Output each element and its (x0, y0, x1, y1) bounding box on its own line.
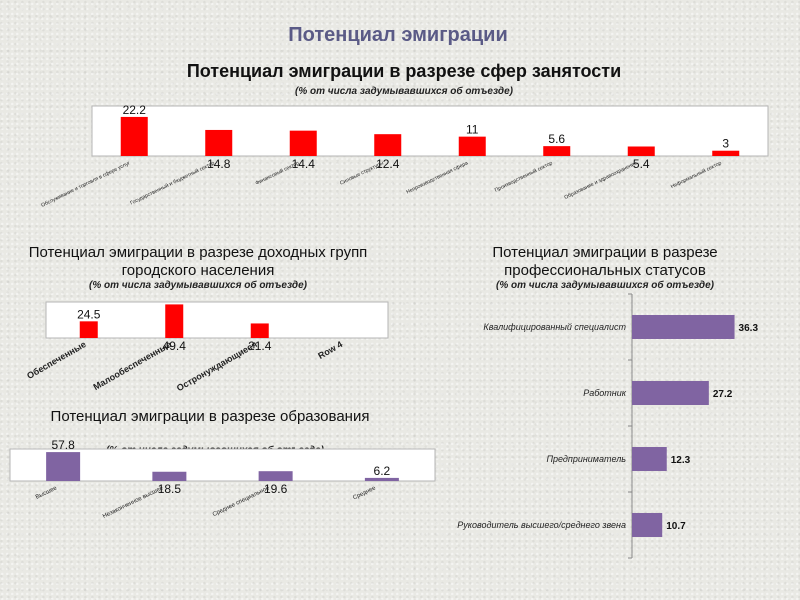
status-category-label: Квалифицированный специалист (483, 322, 626, 332)
sphere-data-label: 5.4 (633, 157, 650, 171)
education-bar (364, 477, 399, 481)
status-data-label: 36.3 (739, 323, 759, 334)
chart-income-title: Потенциал эмиграции в разрезе доходных г… (28, 244, 368, 279)
status-category-label: Руководитель высшего/среднего звена (457, 520, 626, 530)
sphere-data-label: 22.2 (123, 103, 147, 117)
chart-status-subtitle: (% от числа задумывавшихся об отъезде) (496, 280, 714, 291)
sphere-bar (120, 116, 148, 156)
income-data-label: 21.4 (248, 339, 272, 353)
status-bar (632, 513, 663, 537)
income-data-label: 24.5 (77, 307, 101, 321)
education-bar (152, 471, 187, 481)
sphere-bar (627, 146, 655, 156)
sphere-bar (712, 150, 740, 156)
sphere-data-label: 14.4 (292, 157, 316, 171)
education-plot-area (9, 448, 436, 482)
status-bar (632, 381, 709, 405)
status-data-label: 10.7 (666, 521, 686, 532)
status-data-label: 27.2 (713, 389, 733, 400)
income-bar (250, 323, 269, 338)
sphere-bar (205, 129, 233, 156)
sphere-data-label: 11 (466, 123, 479, 137)
status-category-label: Работник (583, 388, 627, 398)
chart-sphere-title: Потенциал эмиграции в разрезе сфер занят… (186, 61, 622, 81)
sphere-bar (289, 130, 317, 156)
education-data-label: 6.2 (374, 464, 391, 478)
income-data-label: 49.4 (163, 339, 187, 353)
sphere-data-label: 12.4 (376, 157, 400, 171)
chart-education-title: Потенциал эмиграции в разрезе образовани… (50, 408, 370, 425)
status-category-label: Предприниматель (546, 454, 626, 464)
chart-sphere-subtitle: (% от числа задумывавшихся об отъезде) (295, 86, 513, 97)
chart-income-subtitle: (% от числа задумывавшихся об отъезде) (89, 280, 307, 291)
sphere-bar (543, 146, 571, 156)
education-data-label: 18.5 (158, 482, 182, 496)
sphere-bar (458, 136, 486, 156)
status-bar (632, 447, 667, 471)
sphere-data-label: 3 (722, 137, 729, 151)
page-title: Потенциал эмиграции (288, 24, 508, 46)
sphere-data-label: 14.8 (207, 157, 231, 171)
chart-status-title: Потенциал эмиграции в разрезе профессион… (492, 244, 718, 279)
income-bar (79, 321, 98, 338)
sphere-data-label: 5.6 (548, 132, 565, 146)
income-bar (165, 304, 184, 338)
sphere-plot-area (91, 105, 769, 157)
status-bar (632, 315, 735, 339)
education-data-label: 19.6 (264, 482, 288, 496)
education-bar (46, 452, 81, 481)
sphere-bar (374, 134, 402, 156)
income-plot-area (45, 301, 389, 339)
education-data-label: 57.8 (51, 438, 75, 452)
education-bar (258, 471, 293, 481)
status-data-label: 12.3 (671, 455, 691, 466)
